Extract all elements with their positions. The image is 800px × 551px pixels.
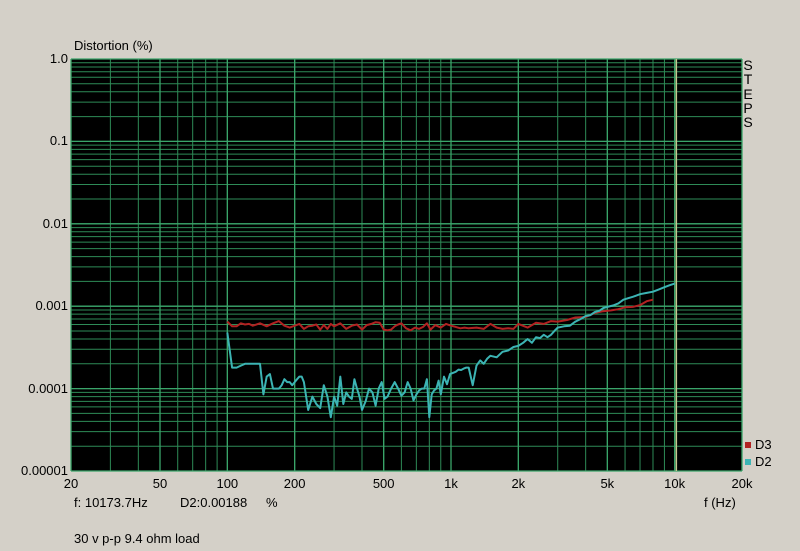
y-tick-label: 1.0 — [49, 51, 68, 66]
x-tick-label: 10k — [664, 476, 686, 491]
x-tick-label: 500 — [372, 476, 395, 491]
legend-item-d2: D2 — [745, 454, 772, 469]
legend-swatch — [745, 442, 751, 448]
readout-unit: % — [266, 495, 278, 510]
series-line-d2 — [226, 282, 676, 419]
series-layer — [226, 282, 676, 419]
y-tick-label: 0.01 — [42, 215, 68, 231]
x-tick-label: 5k — [600, 476, 615, 491]
x-tick-label: 2k — [511, 476, 526, 491]
y-tick-label: 0.001 — [35, 298, 68, 314]
x-tick-label: 20k — [731, 476, 753, 491]
x-tick-label: 20 — [63, 476, 79, 491]
y-tick-label: 0.1 — [49, 133, 68, 149]
x-tick-label: 50 — [152, 476, 168, 491]
legend-label: D2 — [755, 454, 772, 469]
steps-side-label: STEPS — [743, 57, 753, 131]
y-tick-label: 0.00001 — [21, 463, 68, 478]
plot-area — [71, 59, 742, 471]
readout-value: D2:0.00188 — [180, 495, 248, 510]
x-axis-label: f (Hz) — [704, 495, 736, 510]
legend-label: D3 — [755, 437, 772, 452]
readout-frequency: f: 10173.7Hz — [74, 495, 148, 510]
legend-item-d3: D3 — [745, 437, 772, 452]
legend-swatch — [745, 459, 751, 465]
caption: 30 v p-p 9.4 ohm load — [74, 531, 200, 546]
x-tick-label: 200 — [283, 476, 306, 491]
x-tick-label: 1k — [444, 476, 458, 491]
series-line-d3 — [226, 298, 654, 332]
y-axis-label: Distortion (%) — [74, 38, 153, 53]
x-tick-label: 100 — [216, 476, 239, 491]
y-tick-label: 0.0001 — [28, 380, 68, 396]
